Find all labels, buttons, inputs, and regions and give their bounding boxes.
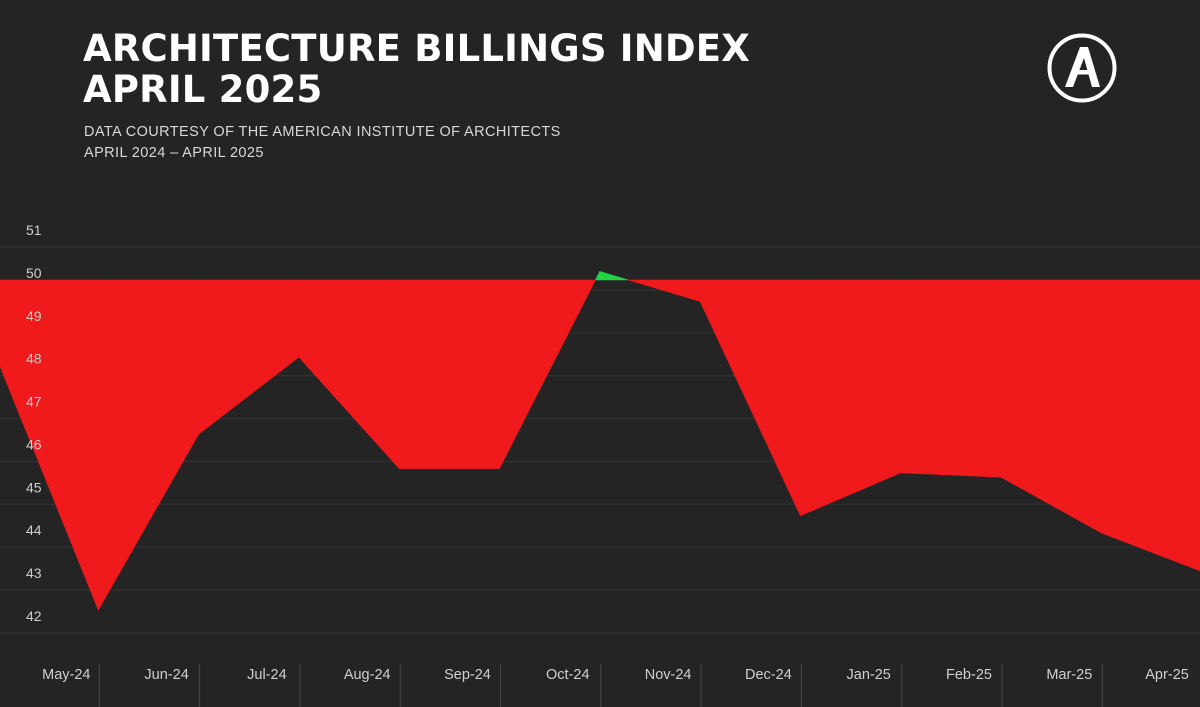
area-segment-below-50: [499, 279, 596, 469]
x-tick-label: Oct-24: [546, 667, 590, 683]
area-segment-below-50: [628, 279, 701, 302]
y-tick-label: 51: [26, 222, 42, 238]
x-tick-label: May-24: [42, 667, 90, 683]
area-segment-below-50: [398, 279, 500, 469]
x-tick-label: Apr-25: [1145, 667, 1189, 683]
y-tick-label: 42: [26, 608, 42, 624]
area-segment-above-50: [594, 271, 601, 281]
chart-areas: [0, 271, 1200, 612]
chart-subtitle: DATA COURTESY OF THE AMERICAN INSTITUTE …: [84, 122, 561, 164]
chart-title: ARCHITECTURE BILLINGS INDEX APRIL 2025: [83, 28, 750, 110]
area-segment-below-50: [0, 279, 99, 611]
y-tick-label: 47: [26, 394, 42, 410]
y-tick-label: 43: [26, 565, 42, 581]
chart-subtitle-line-2: APRIL 2024 – APRIL 2025: [84, 145, 264, 161]
area-segment-below-50: [900, 279, 1002, 478]
y-tick-label: 45: [26, 479, 42, 495]
x-tick-label: Jul-24: [247, 667, 287, 683]
area-segment-below-50: [298, 279, 400, 470]
x-tick-label: Nov-24: [645, 667, 692, 683]
area-segment-above-50: [599, 271, 629, 281]
y-tick-label: 44: [26, 522, 42, 538]
x-tick-label: Feb-25: [946, 667, 992, 683]
x-tick-label: Aug-24: [344, 667, 391, 683]
chart-title-line-2: APRIL 2025: [83, 68, 323, 111]
x-tick-label: Sep-24: [444, 667, 491, 683]
a-letter-logo-icon: [1047, 33, 1117, 103]
area-segment-below-50: [1101, 279, 1200, 572]
y-tick-label: 49: [26, 308, 42, 324]
y-axis-ticks: 42 43 44 45 46 47 48 49 50 51: [26, 222, 42, 624]
x-axis-ticks: May-24 Jun-24 Jul-24 Aug-24 Sep-24 Oct-24 Nov-…: [42, 664, 1189, 707]
area-segment-below-50: [1000, 279, 1102, 534]
area-segment-below-50: [198, 279, 300, 435]
x-tick-label: Mar-25: [1046, 667, 1092, 683]
area-segment-below-50: [800, 279, 902, 517]
chart-title-line-1: ARCHITECTURE BILLINGS INDEX: [83, 27, 751, 70]
y-tick-label: 50: [26, 265, 42, 281]
chart-subtitle-line-1: DATA COURTESY OF THE AMERICAN INSTITUTE …: [84, 124, 561, 140]
x-tick-label: Jun-24: [144, 667, 188, 683]
x-tick-label: Jan-25: [847, 667, 891, 683]
x-tick-label: Dec-24: [745, 667, 792, 683]
y-tick-label: 48: [26, 351, 42, 367]
area-segment-below-50: [699, 279, 801, 516]
y-tick-label: 46: [26, 436, 42, 452]
area-segment-below-50: [98, 279, 199, 612]
